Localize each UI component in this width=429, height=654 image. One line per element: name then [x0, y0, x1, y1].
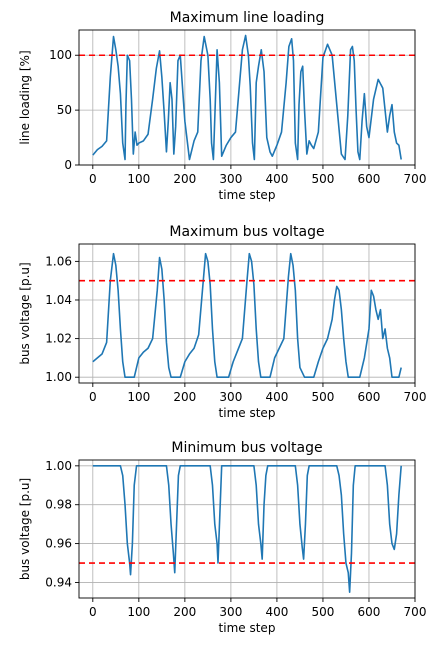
x-tick-label: 100	[127, 390, 150, 404]
y-axis-label: bus voltage [p.u]	[18, 478, 32, 580]
y-tick-label: 0.96	[45, 537, 72, 551]
axes-frame	[78, 459, 416, 599]
x-tick-label: 500	[311, 605, 334, 619]
y-tick-label: 1.00	[45, 370, 72, 384]
y-tick-label: 0.94	[45, 575, 72, 589]
x-tick-label: 400	[265, 390, 288, 404]
x-tick-label: 300	[219, 172, 242, 186]
x-tick-label: 200	[173, 390, 196, 404]
chart-2: 0 100 200 300 400 500 600 700 1.00 1.02 1.04 1.06 Ma…	[18, 224, 426, 420]
x-tick-label: 100	[127, 605, 150, 619]
x-tick-label: 100	[127, 172, 150, 186]
chart-title: Minimum bus voltage	[171, 440, 322, 456]
chart-1: 0 100 200 300 400 500 600 700 0 50 100 Maximum line…	[18, 10, 426, 202]
y-tick-label: 50	[57, 103, 72, 117]
x-tick-label: 0	[89, 172, 97, 186]
chart-3: 0 100 200 300 400 500 600 700 0.94 0.96 0.98 1.00 Mi…	[18, 440, 426, 635]
x-axis-label: time step	[219, 188, 276, 202]
x-tick-label: 300	[219, 605, 242, 619]
x-tick-label: 400	[265, 172, 288, 186]
x-tick-label: 700	[404, 390, 427, 404]
y-tick-label: 1.02	[45, 332, 72, 346]
y-axis-label: bus voltage [p.u]	[18, 262, 32, 364]
series-line	[92, 252, 402, 379]
y-tick-label: 1.04	[45, 293, 72, 307]
y-tick-label: 1.00	[45, 459, 72, 473]
x-tick-label: 0	[89, 390, 97, 404]
x-tick-label: 200	[173, 172, 196, 186]
x-tick-label: 700	[404, 605, 427, 619]
chart-title: Maximum line loading	[170, 10, 325, 26]
y-tick-label: 0.98	[45, 498, 72, 512]
x-tick-label: 600	[358, 605, 381, 619]
x-axis-label: time step	[219, 406, 276, 420]
x-tick-label: 500	[311, 390, 334, 404]
x-tick-label: 300	[219, 390, 242, 404]
x-tick-label: 700	[404, 172, 427, 186]
y-tick-label: 100	[49, 48, 72, 62]
x-tick-label: 500	[311, 172, 334, 186]
series-line	[92, 465, 402, 593]
x-tick-label: 600	[358, 390, 381, 404]
x-tick-label: 600	[358, 172, 381, 186]
y-axis-label: line loading [%]	[18, 50, 32, 144]
series-line	[92, 34, 402, 161]
y-tick-label: 0	[64, 158, 72, 172]
axes-frame	[78, 243, 416, 384]
x-axis-label: time step	[219, 621, 276, 635]
y-tick-label: 1.06	[45, 254, 72, 268]
x-tick-label: 0	[89, 605, 97, 619]
axes-frame	[78, 29, 416, 166]
x-tick-label: 200	[173, 605, 196, 619]
x-tick-label: 400	[265, 605, 288, 619]
chart-title: Maximum bus voltage	[169, 224, 324, 240]
